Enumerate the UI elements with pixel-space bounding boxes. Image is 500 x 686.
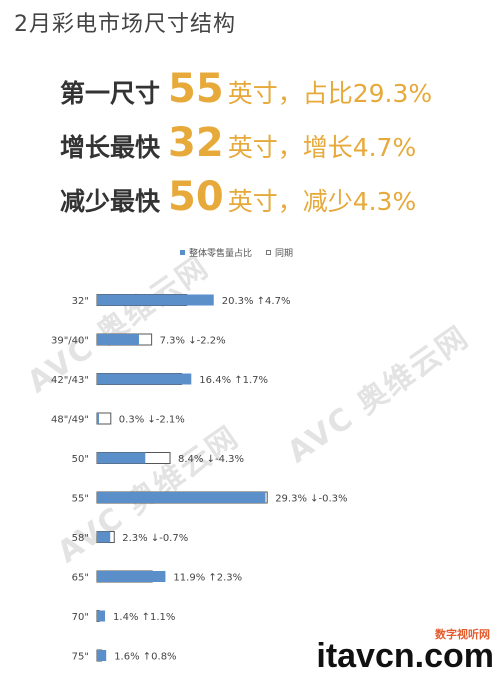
bar-current [97,452,146,464]
legend-label-current: 整体零售量占比 [189,249,253,259]
legend-swatch-current [180,250,185,255]
highlight-label: 增长最快 [60,133,161,162]
highlight-row-fastest-decline: 减少最快 50 英寸，减少4.3% [60,174,416,220]
category-label: 42"/43" [51,375,89,386]
bar-current [97,492,266,503]
bar-current [97,373,192,385]
data-label: 1.6% ↑0.8% [114,652,176,663]
highlight-detail: 英寸，占比29.3% [227,79,433,108]
data-label: 2.3% ↓-0.7% [122,533,188,544]
site-tagline: 数字视听网 [435,628,490,641]
chart-title: 2月彩电市场尺寸结构 [14,12,236,37]
highlight-number: 32 [168,120,224,166]
legend-label-previous: 同期 [275,249,294,259]
data-label: 11.9% ↑2.3% [173,573,242,584]
data-label: 8.4% ↓-4.3% [178,454,244,465]
data-label: 7.3% ↓-2.2% [160,336,226,347]
category-label: 32" [72,296,89,307]
highlight-label: 第一尺寸 [60,79,161,108]
category-label: 65" [72,573,89,584]
bar-current [97,610,106,622]
chart-legend: 整体零售量占比 同期 [180,246,293,259]
bar-previous [96,412,112,425]
bar-current [97,294,214,306]
bar-current [97,571,166,582]
highlight-detail: 英寸，减少4.3% [227,187,417,216]
data-label: 29.3% ↓-0.3% [275,494,347,505]
legend-swatch-previous [266,250,272,255]
category-label: 70" [72,612,89,623]
highlight-number: 55 [168,66,224,112]
highlight-label: 减少最快 [60,187,161,216]
bar-current [97,334,139,345]
category-label: 75" [72,652,89,663]
bar-current [97,650,107,661]
data-label: 0.3% ↓-2.1% [119,415,185,426]
highlight-number: 50 [168,174,224,220]
category-label: 50" [72,454,89,465]
data-label: 20.3% ↑4.7% [222,296,291,307]
category-label: 48"/49" [51,415,89,426]
category-label: 55" [72,494,89,505]
category-label: 39"/40" [51,336,89,347]
highlight-row-fastest-growth: 增长最快 32 英寸，增长4.7% [60,120,416,166]
category-label: 58" [72,533,89,544]
highlight-detail: 英寸，增长4.7% [227,133,417,162]
site-logo: itavcn.com [316,637,494,675]
bar-current [97,531,111,543]
bar-current [97,413,99,424]
data-label: 16.4% ↑1.7% [199,375,268,386]
highlight-row-top-size: 第一尺寸 55 英寸，占比29.3% [60,66,432,112]
data-label: 1.4% ↑1.1% [113,612,175,623]
